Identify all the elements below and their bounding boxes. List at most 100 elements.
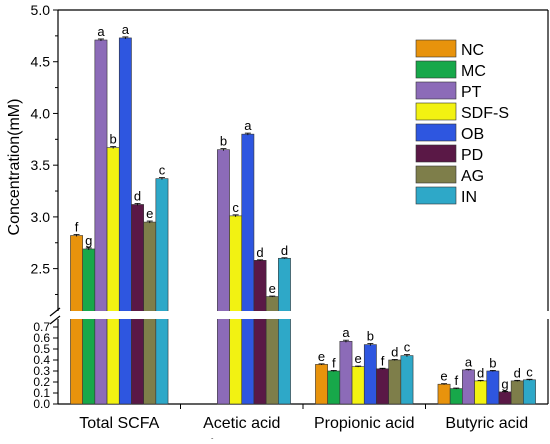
bar-pd-acetic-acid [253,260,267,405]
legend-swatch-mc [415,60,457,79]
y-tick-label: 4.5 [31,54,51,70]
legend: NC MC PT SDF-S OB PD AG IN [415,39,509,206]
axis-break-mark [49,315,61,325]
bar-in-propionic-acid [400,355,414,405]
y-tick-label: 3.5 [31,157,51,173]
legend-label-mc: MC [461,63,486,80]
significance-letter: d [514,365,521,380]
legend-swatch-sdf-s [415,102,457,121]
bar-ag-butyric-acid [510,380,524,405]
bar-sdf-s-propionic-acid [351,366,365,405]
significance-letter: c [526,364,533,379]
bar-break-gap [253,311,267,319]
y-tick-label: 0.3 [33,364,50,378]
x-tick-label: Propionic acid [314,415,415,432]
bar-ag-propionic-acid [388,359,402,405]
significance-letter: e [269,281,276,296]
legend-swatch-nc [415,39,457,58]
bar-nc-propionic-acid [315,364,328,405]
significance-letter: a [342,325,350,340]
bar-break-gap [229,311,243,319]
significance-letter: g [85,233,92,248]
bar-sdf-s-butyric-acid [474,380,488,405]
bars [70,36,536,405]
significance-letter: a [465,354,473,369]
bar-ob-butyric-acid [486,370,500,405]
legend-label-in: IN [461,189,477,206]
significance-letter: f [332,355,336,370]
bar-break-gap [216,311,231,319]
y-axis-title: Concentration(mM) [6,99,23,236]
significance-letter: g [501,376,508,391]
y-tick-label: 0.2 [33,375,50,389]
significance-letter: f [454,373,458,388]
bar-ob-acetic-acid [241,133,255,405]
significance-letter: f [75,219,79,234]
bar-break-gap [241,311,255,319]
significance-letter: d [477,365,484,380]
bar-ob-propionic-acid [363,344,377,405]
significance-letter: a [244,118,252,133]
bar-break-gap [155,311,169,319]
y-tick-label: 5.0 [31,2,51,18]
bar-in-butyric-acid [523,379,536,405]
y-tick-label: 0.1 [33,386,50,400]
y-tick-label: 2.5 [31,261,51,277]
bar-in-total-scfa [155,178,169,405]
bar-nc-butyric-acid [437,383,451,405]
bar-sdf-s-total-scfa [106,147,120,405]
y-tick-label: 3.0 [31,209,51,225]
bar-nc-total-scfa [70,235,83,405]
y-tick-label: 0.7 [33,320,50,334]
x-tick-label: Total SCFA [79,415,159,432]
legend-swatch-ob [415,123,457,142]
significance-letter: c [232,200,239,215]
significance-letter: b [220,134,227,149]
legend-swatch-pd [415,144,457,163]
bar-pt-acetic-acid [217,149,230,405]
axes: 2.5 3.0 3.5 4.0 4.5 5.0 0.00.10.20.30.40.50.60… [31,2,550,432]
significance-letter: d [391,344,398,359]
bar-break-gap [94,311,108,319]
legend-label-ob: OB [461,126,484,143]
y-tick-label: 0.0 [33,397,50,411]
bar-mc-propionic-acid [327,370,341,405]
significance-letter: e [146,206,153,221]
bar-mc-total-scfa [82,248,96,405]
bar-pt-total-scfa [94,39,108,405]
bar-break-gap [118,311,132,319]
legend-swatch-pt [415,81,457,100]
legend-label-pt: PT [461,84,482,101]
significance-letter: b [367,329,374,344]
bar-in-acetic-acid [278,257,291,405]
y-tick-label: 0.6 [33,331,50,345]
significance-letter: e [355,351,362,366]
significance-letter: c [159,163,166,178]
bar-pd-propionic-acid [376,368,389,405]
bar-break-gap [192,311,206,319]
axis-break-mark [49,307,61,317]
legend-swatch-in [415,186,457,205]
bar-break-gap [204,311,218,319]
bar-pd-total-scfa [131,204,144,405]
significance-letter: a [97,24,105,39]
significance-letter: b [110,132,117,147]
significance-letter: d [134,188,141,203]
significance-letter: c [404,340,411,355]
x-tick-label: Acetic acid [203,415,280,432]
bar-break-gap [265,311,279,319]
bar-break-gap [106,311,120,319]
significance-letter: d [256,245,263,260]
significance-letter: a [122,22,130,37]
legend-label-ag: AG [461,168,484,185]
bar-break-gap [82,311,96,319]
bar-break-gap [69,311,84,319]
bar-break-gap [130,311,145,319]
significance-letter: e [318,349,325,364]
bar-break-gap [277,311,292,319]
bar-sdf-s-acetic-acid [229,215,243,405]
bar-pd-butyric-acid [498,391,512,405]
legend-label-nc: NC [461,42,484,59]
